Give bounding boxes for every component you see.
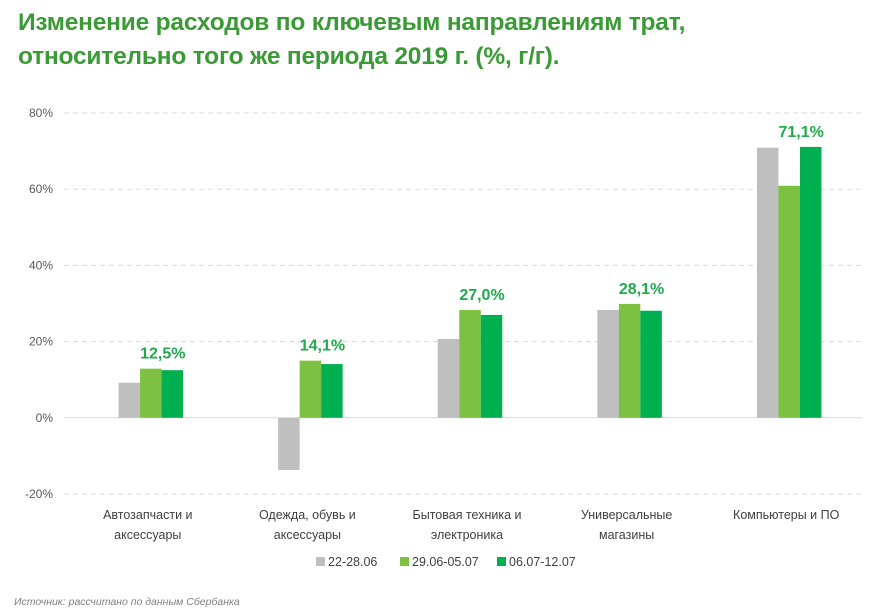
bar xyxy=(640,310,662,418)
y-tick-label: 80% xyxy=(29,106,53,120)
bar xyxy=(140,368,162,418)
y-tick-label: -20% xyxy=(25,487,53,501)
data-labels: 12,5% 14,1% 27,0% 28,1% 71,1% xyxy=(140,124,824,363)
data-label: 27,0% xyxy=(459,287,504,304)
legend: 22-28.06 29.06-05.07 06.07-12.07 xyxy=(316,555,576,569)
bar xyxy=(778,185,800,418)
bars xyxy=(118,146,822,470)
category-label: электроника xyxy=(431,528,503,542)
category-labels: Автозапчасти и аксессуары Одежда, обувь и а… xyxy=(103,508,840,542)
bar-chart: 80% 60% 40% 20% 0% -20% 12,5% 14,1% 27,0% 28,1% 7… xyxy=(25,106,862,569)
bar xyxy=(618,303,641,418)
category-label: Автозапчасти и xyxy=(103,508,192,522)
category-label: аксессуары xyxy=(274,528,341,542)
category-label: аксессуары xyxy=(114,528,181,542)
bar xyxy=(597,309,619,418)
source-note: Источник: рассчитано по данным Сбербанка xyxy=(14,596,240,608)
category-label: Одежда, обувь и xyxy=(259,508,356,522)
bar xyxy=(118,382,141,418)
category-label: Бытовая техника и xyxy=(413,508,522,522)
bar xyxy=(161,370,184,418)
legend-swatch xyxy=(400,557,409,566)
chart-title: Изменение расходов по ключевым направлен… xyxy=(18,6,868,74)
title-line-2: относительно того же периода 2019 г. (%,… xyxy=(18,43,560,70)
category-label: магазины xyxy=(599,528,654,542)
data-label: 71,1% xyxy=(779,124,824,141)
y-axis-ticks: 80% 60% 40% 20% 0% -20% xyxy=(25,106,53,501)
legend-label: 29.06-05.07 xyxy=(412,555,479,569)
category-label: Универсальные xyxy=(581,508,673,522)
bar xyxy=(299,360,322,418)
bar xyxy=(756,147,779,418)
category-label: Компьютеры и ПО xyxy=(733,508,840,522)
bar xyxy=(480,314,503,418)
data-label: 14,1% xyxy=(300,338,345,355)
bar xyxy=(799,146,822,418)
legend-swatch xyxy=(316,557,325,566)
y-tick-label: 20% xyxy=(29,335,53,349)
legend-swatch xyxy=(497,557,506,566)
data-label: 12,5% xyxy=(140,346,185,363)
bar xyxy=(459,309,481,418)
bar xyxy=(437,338,460,418)
legend-label: 22-28.06 xyxy=(328,555,377,569)
y-tick-label: 0% xyxy=(36,411,54,425)
title-line-1: Изменение расходов по ключевым направлен… xyxy=(18,9,686,36)
bar xyxy=(278,417,300,470)
y-tick-label: 40% xyxy=(29,258,53,272)
y-tick-label: 60% xyxy=(29,182,53,196)
bar xyxy=(321,364,343,418)
data-label: 28,1% xyxy=(619,281,664,298)
legend-label: 06.07-12.07 xyxy=(509,555,576,569)
